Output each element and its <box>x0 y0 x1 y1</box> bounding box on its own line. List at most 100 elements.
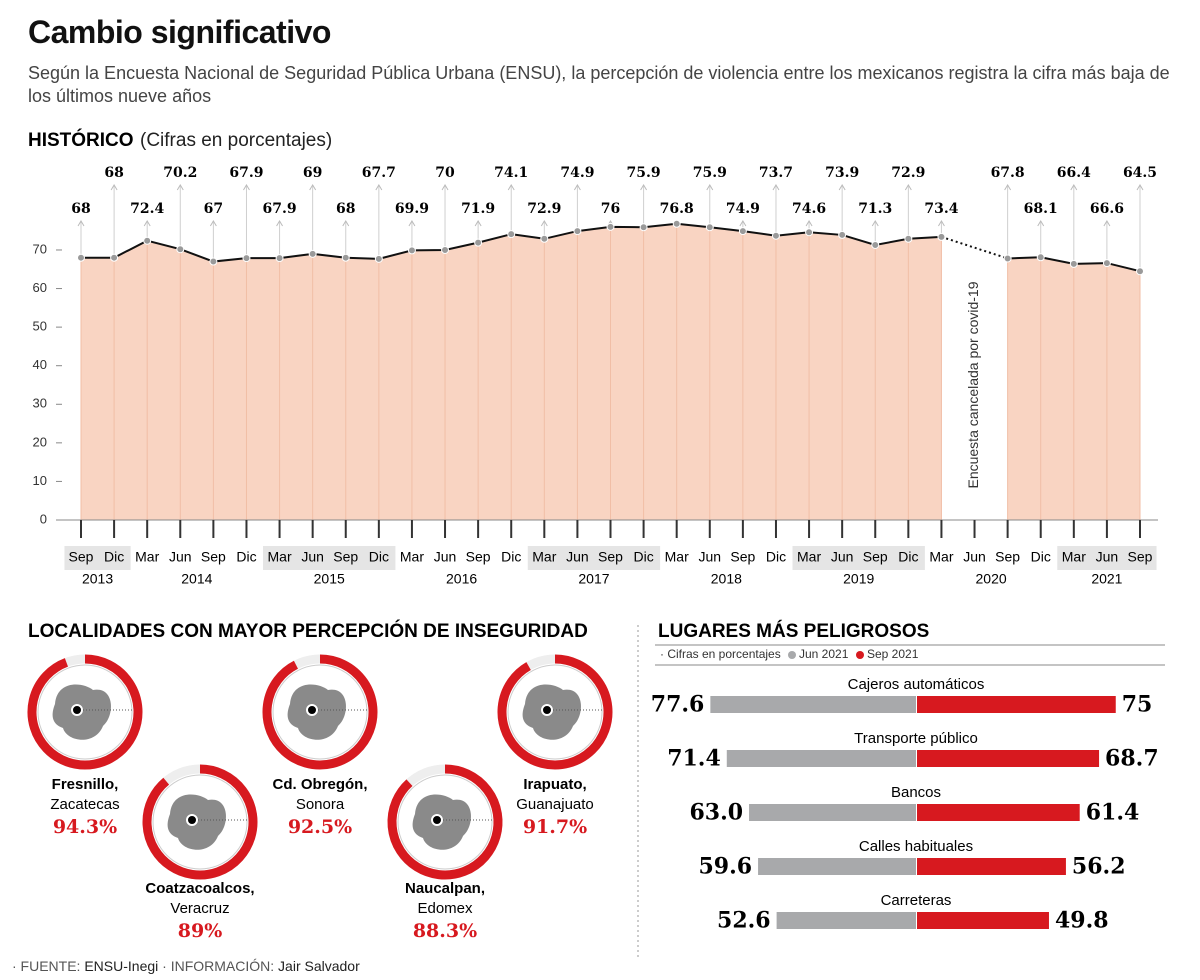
guide-arrow <box>1136 184 1144 191</box>
x-tick-label: Sep <box>333 549 358 565</box>
year-label: 2015 <box>314 571 345 587</box>
location-dot <box>431 814 443 826</box>
point <box>275 254 284 263</box>
y-tick-label: 30 <box>33 396 47 411</box>
value-label: 74.6 <box>792 201 826 217</box>
x-tick-label: Jun <box>963 549 986 565</box>
guide-arrow <box>739 220 747 227</box>
x-tick-label: Sep <box>466 549 491 565</box>
x-tick-label: Mar <box>532 549 556 565</box>
bar <box>917 858 1066 875</box>
point <box>374 254 383 263</box>
city-name: Fresnillo, <box>52 776 119 793</box>
value-label: 70 <box>435 165 455 181</box>
point <box>705 223 714 232</box>
value-label: 68 <box>71 201 90 217</box>
point <box>242 254 251 263</box>
y-tick-label: 40 <box>33 357 47 372</box>
category-label: Carreteras <box>881 892 952 909</box>
x-tick-label: Mar <box>135 549 159 565</box>
x-tick-label: Sep <box>201 549 226 565</box>
value-label: 75.9 <box>693 165 727 181</box>
value-label: 76.8 <box>660 201 694 217</box>
legend-swatch <box>856 651 864 659</box>
point <box>738 227 747 236</box>
value-label: 91.7% <box>523 816 587 838</box>
value-label: 61.4 <box>1086 800 1140 826</box>
state-name: Edomex <box>417 900 473 917</box>
bar <box>710 696 916 713</box>
bar <box>917 696 1116 713</box>
guide-arrow <box>176 184 184 191</box>
value-label: 56.2 <box>1072 854 1126 880</box>
x-tick-label: Dic <box>898 549 918 565</box>
point <box>407 246 416 255</box>
point <box>1136 267 1144 276</box>
value-label: 52.6 <box>717 908 771 934</box>
guide-arrow <box>1103 220 1111 227</box>
ring-arc <box>387 764 503 880</box>
value-label: 68 <box>104 165 123 181</box>
y-tick-label: 20 <box>33 434 47 449</box>
footer-author: Jair Salvador <box>278 958 360 974</box>
point <box>606 222 615 231</box>
guide-arrow <box>772 184 780 191</box>
value-label: 69.9 <box>395 201 429 217</box>
x-tick-label: Mar <box>665 549 689 565</box>
x-tick-label: Sep <box>863 549 888 565</box>
value-label: 73.7 <box>759 165 793 181</box>
value-label: 73.9 <box>825 165 859 181</box>
guide-arrow <box>309 184 317 191</box>
footer: · FUENTE: ENSU-Inegi · INFORMACIÓN: Jair… <box>12 958 360 974</box>
guide-arrow <box>838 184 846 191</box>
value-label: 88.3% <box>413 920 477 942</box>
state-name: Veracruz <box>170 900 229 917</box>
year-band <box>527 546 661 570</box>
x-tick-label: Dic <box>766 549 786 565</box>
guide-arrow <box>77 220 85 227</box>
year-band <box>64 546 131 570</box>
value-label: 67.8 <box>991 165 1025 181</box>
guide-arrow <box>474 220 482 227</box>
point <box>639 223 648 232</box>
x-tick-label: Jun <box>698 549 721 565</box>
year-band <box>1057 546 1157 570</box>
value-label: 59.6 <box>698 854 752 880</box>
ring-arc <box>497 654 613 770</box>
value-label: 94.3% <box>53 816 117 838</box>
section-title: LUGARES MÁS PELIGROSOS <box>658 620 929 642</box>
y-tick-label: 0 <box>40 511 47 526</box>
value-label: 89% <box>178 920 223 942</box>
year-label: 2019 <box>843 571 874 587</box>
x-tick-label: Sep <box>995 549 1020 565</box>
value-label: 67.9 <box>263 201 297 217</box>
annotation: Encuesta cancelada por covid-19 <box>965 281 981 488</box>
y-tick-label: 10 <box>33 473 47 488</box>
guide-arrow <box>507 184 515 191</box>
x-tick-label: Jun <box>831 549 854 565</box>
x-tick-label: Dic <box>236 549 256 565</box>
guide-arrow <box>540 220 548 227</box>
value-label: 49.8 <box>1055 908 1109 934</box>
x-tick-label: Sep <box>69 549 94 565</box>
city-name: Coatzacoalcos, <box>145 880 254 897</box>
x-tick-label: Mar <box>1062 549 1086 565</box>
point <box>672 219 681 228</box>
bar <box>726 750 916 767</box>
x-tick-label: Mar <box>929 549 953 565</box>
footer-label: · FUENTE: <box>12 958 81 974</box>
value-label: 73.4 <box>924 201 958 217</box>
value-label: 74.9 <box>726 201 760 217</box>
guide-arrow <box>342 220 350 227</box>
point <box>441 245 450 254</box>
value-label: 66.6 <box>1090 201 1124 217</box>
guide-arrow <box>110 184 118 191</box>
point <box>838 230 847 239</box>
value-label: 77.6 <box>651 692 705 718</box>
footer-label: · INFORMACIÓN: <box>162 958 275 974</box>
location-dot <box>71 704 83 716</box>
value-label: 66.4 <box>1057 165 1091 181</box>
point <box>1102 259 1111 268</box>
